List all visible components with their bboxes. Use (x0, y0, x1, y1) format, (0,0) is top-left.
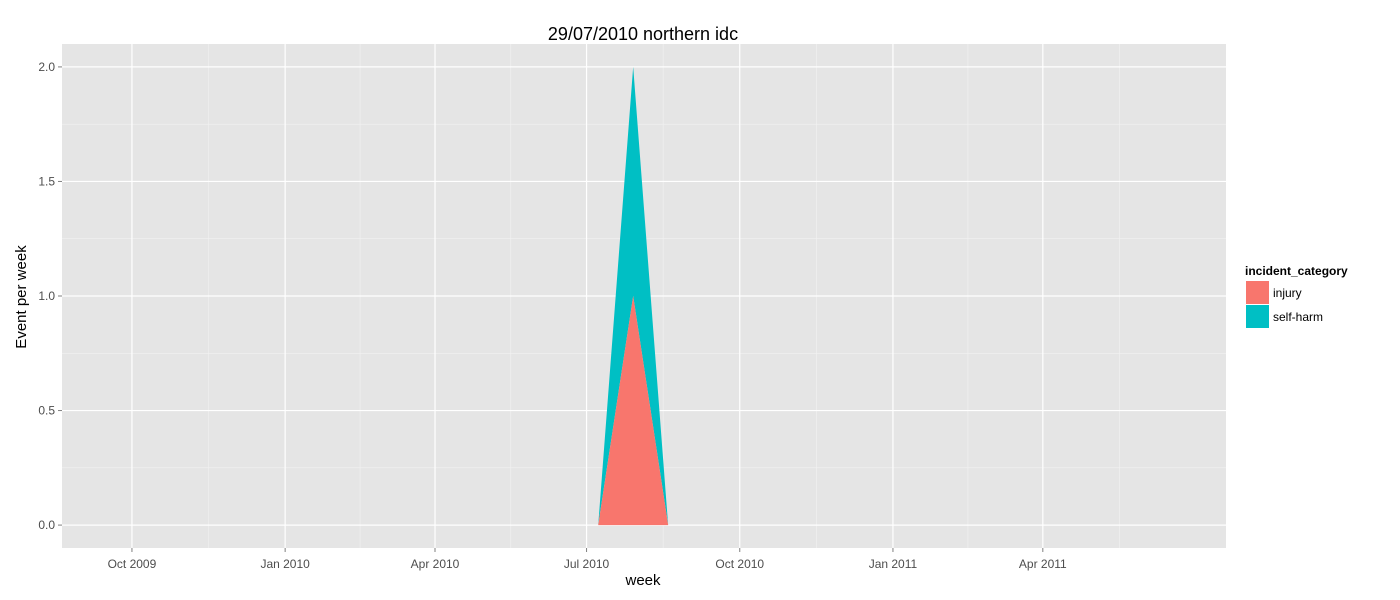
x-tick-label: Jan 2010 (260, 557, 310, 571)
y-tick-label: 2.0 (38, 60, 55, 74)
legend-key-injury (1246, 281, 1269, 304)
legend-label-self-harm: self-harm (1273, 310, 1323, 324)
x-tick-label: Oct 2010 (715, 557, 764, 571)
x-tick-label: Jul 2010 (564, 557, 610, 571)
y-tick-label: 1.0 (38, 289, 55, 303)
y-axis-title: Event per week (13, 245, 30, 349)
x-axis: Oct 2009 Jan 2010 Apr 2010 Jul 2010 Oct 2010… (108, 548, 1067, 571)
legend-title: incident_category (1245, 264, 1348, 278)
y-axis: 0.0 0.5 1.0 1.5 2.0 (38, 60, 62, 532)
y-tick-label: 0.5 (38, 404, 55, 418)
legend-label-injury: injury (1273, 286, 1302, 300)
area-injury (598, 296, 669, 526)
x-tick-label: Oct 2009 (108, 557, 157, 571)
y-tick-label: 1.5 (38, 174, 55, 188)
x-tick-label: Jan 2011 (869, 557, 918, 571)
legend-key-self-harm (1246, 305, 1269, 328)
legend: incident_category injury self-harm (1245, 264, 1348, 328)
chart-title: 29/07/2010 northern idc (548, 24, 738, 44)
stacked-areas (598, 66, 669, 526)
x-tick-label: Apr 2011 (1019, 557, 1067, 571)
x-axis-title: week (624, 572, 661, 589)
x-tick-label: Apr 2010 (411, 557, 460, 571)
y-tick-label: 0.0 (38, 518, 55, 532)
